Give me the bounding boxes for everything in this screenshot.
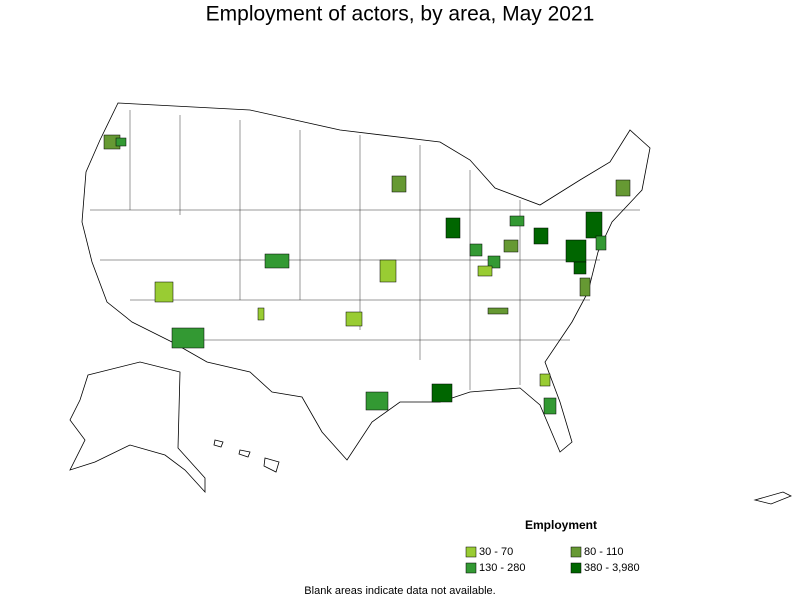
legend: Employment 30 - 70 80 - 110 130 - 280 380 -… [465, 518, 640, 574]
metro-area [595, 235, 607, 251]
legend-label: 380 - 3,980 [584, 562, 640, 574]
metro-area [615, 179, 631, 197]
legend-label: 80 - 110 [584, 546, 624, 558]
metro-area [469, 243, 483, 257]
footnote: Blank areas indicate data not available. [304, 585, 495, 597]
legend-swatch [570, 562, 582, 574]
legend-title: Employment [525, 518, 597, 532]
metro-area [579, 277, 591, 297]
map-land [69, 102, 792, 505]
metro-area [487, 255, 501, 269]
map-title: Employment of actors, by area, May 2021 [206, 3, 595, 26]
metro-area [565, 239, 587, 263]
metro-area [264, 253, 290, 269]
metro-area [477, 265, 493, 277]
metro-area [257, 307, 265, 321]
metro-area [445, 217, 461, 239]
metro-area [533, 227, 549, 245]
puerto-rico [753, 491, 792, 505]
alaska [69, 361, 206, 494]
metro-area [379, 259, 397, 283]
metro-area [154, 281, 174, 303]
contiguous-us [81, 102, 651, 461]
legend-label: 30 - 70 [479, 546, 513, 558]
legend-swatch [465, 546, 477, 558]
legend-swatch [465, 562, 477, 574]
metro-area [345, 311, 363, 327]
metro-area [503, 239, 519, 253]
hawaii [213, 439, 280, 473]
metro-area [431, 383, 453, 403]
metro-area [391, 175, 407, 193]
metro-area [365, 391, 389, 411]
metro-area [115, 137, 127, 147]
metro-area [509, 215, 525, 227]
legend-swatch [570, 546, 582, 558]
legend-label: 130 - 280 [479, 562, 525, 574]
metro-area [585, 211, 603, 239]
employment-areas [103, 134, 631, 415]
metro-area [543, 397, 557, 415]
area-borders [90, 110, 640, 390]
metro-area [171, 327, 205, 349]
metro-area [539, 373, 551, 387]
metro-area [487, 307, 509, 315]
metro-area [573, 261, 587, 275]
